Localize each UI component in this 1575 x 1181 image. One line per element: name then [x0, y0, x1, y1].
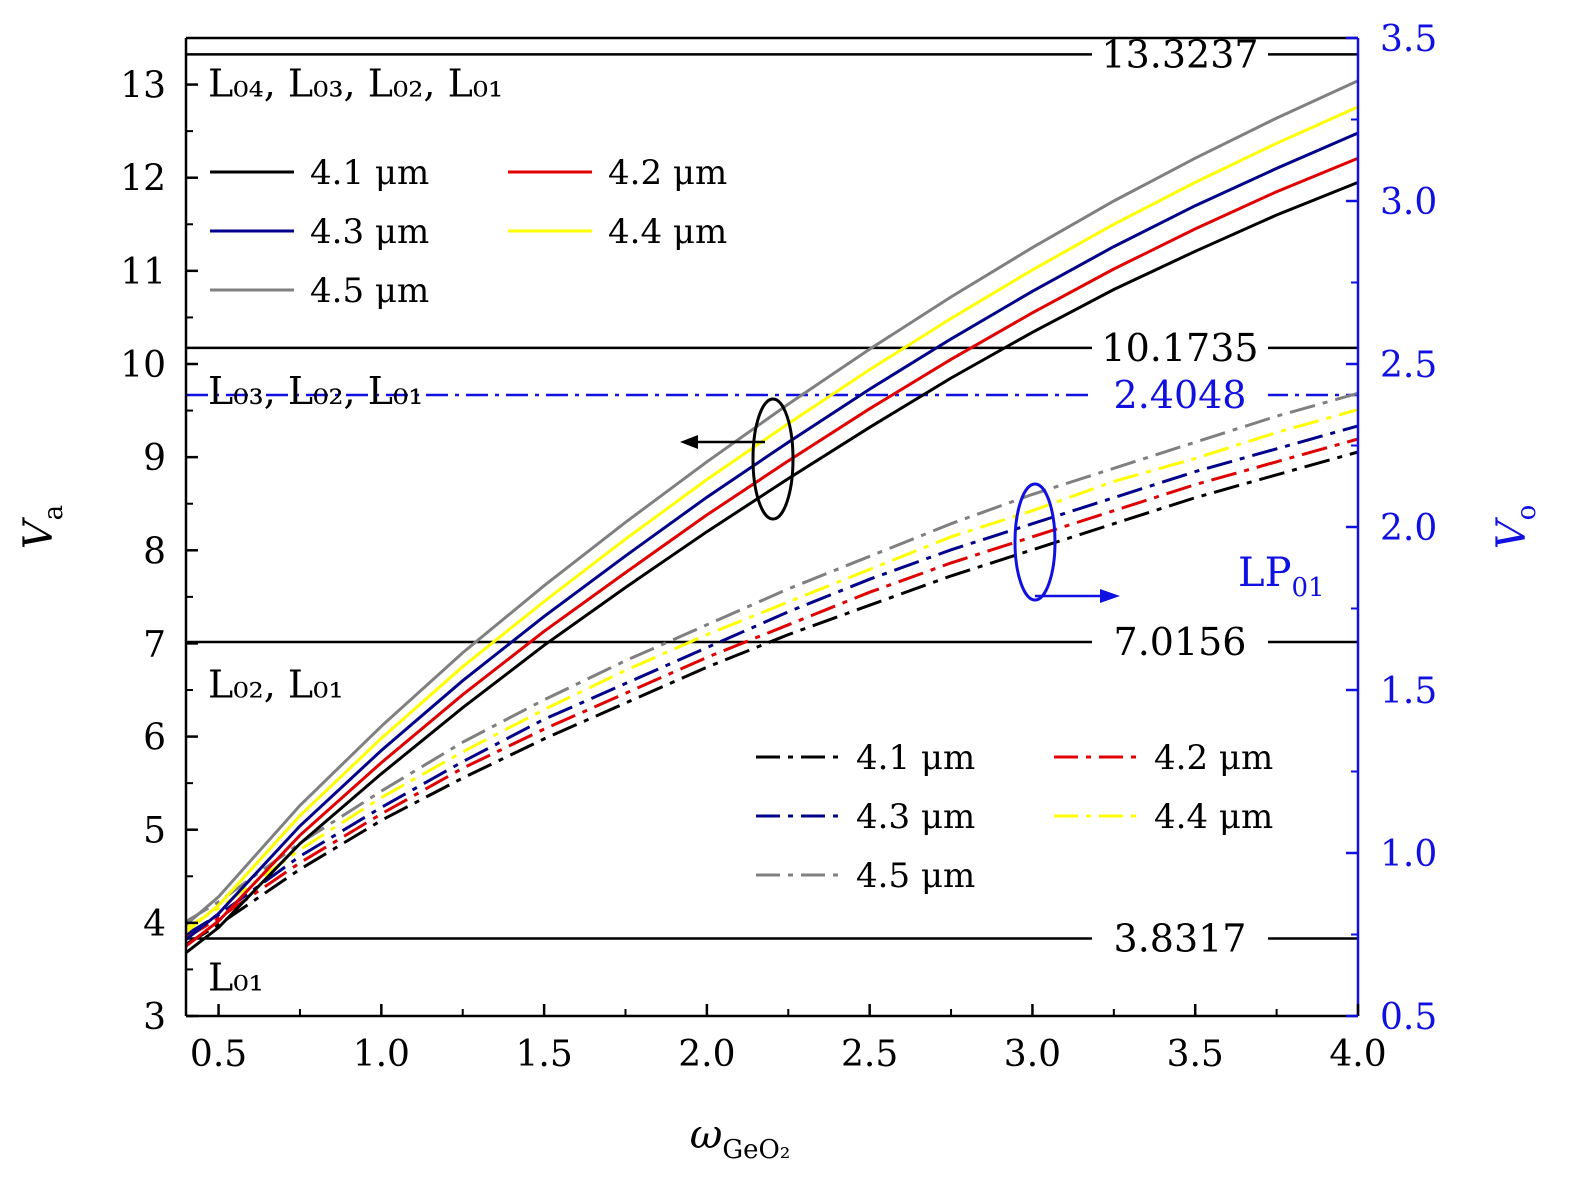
x-tick-label: 3.0 — [1004, 1034, 1061, 1075]
lp01-mode-label-sub: 01 — [1291, 573, 1324, 603]
lp01-label-bg — [1092, 375, 1268, 416]
cutoff-label-bg — [1092, 327, 1268, 368]
y-left-axis-title: Va — [16, 505, 69, 549]
x-tick-label: 2.5 — [841, 1034, 898, 1075]
y-left-tick-label: 3 — [143, 997, 166, 1038]
legend-bottom-label-0: 4.1 μm — [856, 738, 975, 778]
va-series-2 — [185, 131, 1359, 941]
legend-top-label-3: 4.4 μm — [608, 212, 727, 252]
y-left-tick-label: 9 — [143, 438, 166, 479]
y-right-axis-title-sub: o — [1512, 505, 1542, 521]
y-left-tick-label: 7 — [143, 624, 166, 665]
x-tick-label: 4.0 — [1329, 1034, 1386, 1075]
plot-layer: 13.3237 10.1735 7.0156 3.8317 2.4048 LP01 L₀₄,… — [16, 19, 1542, 1165]
y-left-tick-label: 8 — [143, 531, 166, 572]
cutoff-label: 10.1735 — [1101, 326, 1258, 370]
cutoff-label-bg — [1092, 34, 1268, 75]
va-series-0 — [185, 181, 1359, 954]
x-tick-label: 1.0 — [353, 1034, 410, 1075]
x-tick-label: 2.0 — [678, 1034, 735, 1075]
cutoff-label: 3.8317 — [1114, 917, 1247, 961]
x-tick-label: 3.5 — [1167, 1034, 1224, 1075]
cutoff-label-bg — [1092, 918, 1268, 959]
x-axis-title-sub: GeO₂ — [722, 1135, 790, 1165]
x-axis-title-main: ω — [690, 1112, 723, 1158]
lp01-mode-label: LP01 — [1238, 550, 1325, 603]
legend-bottom-label-1: 4.2 μm — [1154, 738, 1273, 778]
legend-top-label-2: 4.3 μm — [310, 212, 429, 252]
va-arrow-head — [680, 435, 698, 449]
y-left-tick-label: 12 — [120, 159, 166, 200]
y-left-tick-label: 13 — [120, 66, 166, 107]
x-axis-title: ωGeO₂ — [690, 1112, 791, 1165]
y-left-tick-label: 10 — [120, 345, 166, 386]
y-right-tick-label: 1.0 — [1380, 834, 1437, 875]
legend-top-label-0: 4.1 μm — [310, 153, 429, 193]
region-label-0: L₀₄, L₀₃, L₀₂, L₀₁ — [208, 62, 503, 106]
y-right-axis-title-main: V — [1489, 516, 1535, 549]
y-right-tick-label: 3.0 — [1380, 182, 1437, 223]
vo-group-ellipse — [1013, 482, 1057, 602]
y-right-tick-label: 1.5 — [1380, 671, 1437, 712]
x-tick-label: 1.5 — [515, 1034, 572, 1075]
y-left-tick-label: 6 — [143, 718, 166, 759]
va-series-1 — [185, 156, 1359, 948]
legend-bottom-label-4: 4.5 μm — [856, 856, 975, 896]
y-right-tick-label: 2.5 — [1380, 345, 1437, 386]
vo-series-0 — [185, 450, 1359, 946]
vo-series-2 — [185, 424, 1359, 936]
legend-bottom-label-3: 4.4 μm — [1154, 797, 1273, 837]
x-tick-label: 0.5 — [190, 1034, 247, 1075]
lp01-cutoff-label: 2.4048 — [1114, 373, 1247, 417]
y-left-tick-label: 11 — [120, 252, 166, 293]
legend-top-label-4: 4.5 μm — [310, 271, 429, 311]
y-left-tick-label: 4 — [143, 904, 166, 945]
legend-top-label-1: 4.2 μm — [608, 153, 727, 193]
y-left-tick-label: 5 — [143, 811, 166, 852]
y-left-axis-title-sub: a — [39, 505, 69, 521]
y-right-axis-title: Vo — [1489, 505, 1542, 550]
vo-arrow-head — [1100, 589, 1120, 603]
lp01-mode-label-main: LP — [1238, 550, 1291, 596]
region-label-3: L₀₁ — [208, 956, 264, 1000]
y-right-tick-label: 3.5 — [1380, 19, 1437, 60]
vo-series-4 — [185, 391, 1359, 923]
y-left-axis-title-main: V — [16, 516, 62, 549]
va-series-3 — [185, 105, 1359, 934]
vo-series-1 — [185, 437, 1359, 940]
cutoff-label-bg — [1092, 621, 1268, 662]
va-group-ellipse — [751, 397, 795, 521]
y-right-tick-label: 2.0 — [1380, 508, 1437, 549]
legend-bottom-label-2: 4.3 μm — [856, 797, 975, 837]
region-label-1: L₀₃, L₀₂, L₀₁ — [208, 369, 423, 413]
cutoff-label: 13.3237 — [1101, 32, 1258, 76]
va-series-4 — [185, 79, 1359, 926]
region-label-2: L₀₂, L₀₁ — [208, 662, 344, 706]
cutoff-label: 7.0156 — [1114, 620, 1247, 664]
y-right-tick-label: 0.5 — [1380, 997, 1437, 1038]
